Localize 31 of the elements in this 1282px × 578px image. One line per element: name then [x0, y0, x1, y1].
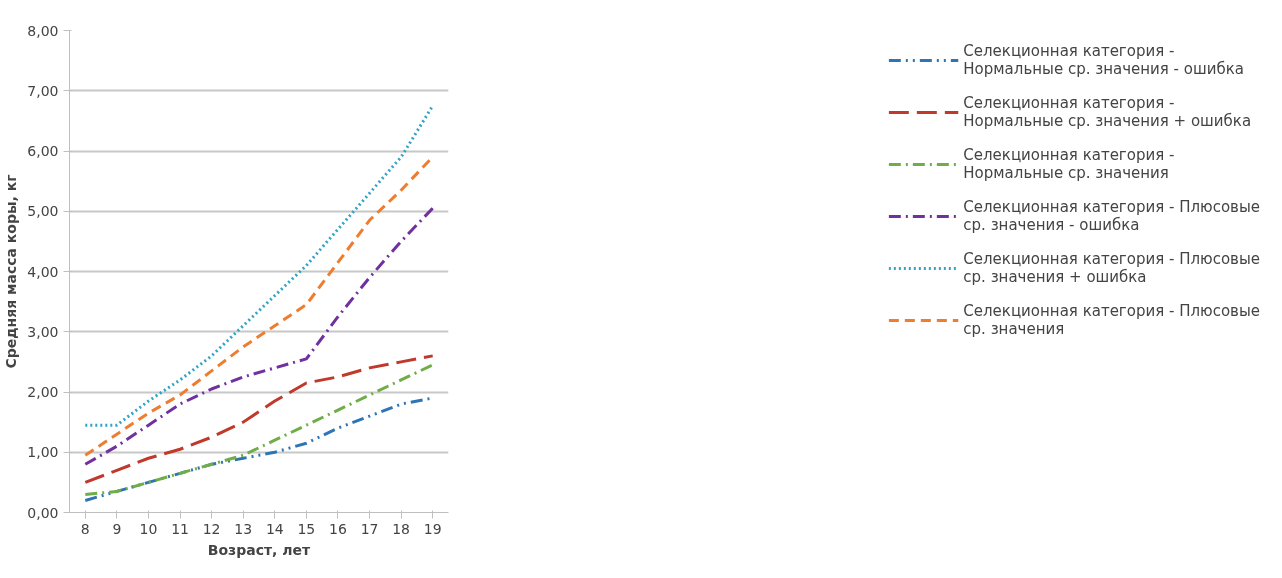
y-tick-label: 8,00 — [27, 22, 59, 39]
x-tick-label: 19 — [423, 520, 442, 537]
y-axis-title: Средняя масса коры, кг — [3, 174, 20, 369]
line-series — [83, 104, 435, 427]
y-tick-label: 5,00 — [27, 203, 59, 220]
legend-label: Селекционная категория - Плюсовые ср. значения + ошибка — [963, 249, 1260, 288]
y-tick-label: 3,00 — [27, 323, 59, 340]
x-tick-label: 18 — [392, 520, 411, 537]
legend-label: Селекционная категория - Нормальные ср. значения — [963, 145, 1175, 184]
x-tick-label: 15 — [297, 520, 316, 537]
x-tick-label: 14 — [265, 520, 284, 537]
x-axis-title: Возраст, лет — [207, 541, 312, 558]
x-tick-label: 10 — [139, 520, 158, 537]
legend-label: Селекционная категория - Нормальные ср. значения + ошибка — [963, 93, 1252, 132]
y-tick-label: 4,00 — [27, 263, 59, 280]
y-tick-label: 7,00 — [27, 82, 59, 99]
x-tick-label: 16 — [329, 520, 347, 537]
x-tick-label: 17 — [360, 520, 379, 537]
x-tick-label: 13 — [234, 520, 253, 537]
x-tick-label: 12 — [202, 520, 221, 537]
x-tick-label: 8 — [80, 520, 90, 537]
x-tick-label: 9 — [112, 520, 122, 537]
y-tick-label: 0,00 — [27, 504, 59, 521]
y-tick-label: 2,00 — [27, 384, 59, 400]
x-tick-label: 11 — [171, 520, 189, 537]
legend-label: Селекционная категория - Плюсовые ср. значения — [963, 301, 1260, 340]
y-tick-label: 1,00 — [27, 444, 59, 461]
legend-label: Селекционная категория - Нормальные ср. значения - ошибка — [963, 41, 1244, 80]
y-tick-label: 6,00 — [27, 143, 59, 159]
legend-label: Селекционная категория - Плюсовые ср. значения - ошибка — [963, 197, 1260, 236]
line-series — [83, 206, 435, 466]
